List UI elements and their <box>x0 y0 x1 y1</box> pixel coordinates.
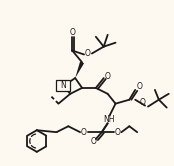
FancyBboxPatch shape <box>57 80 70 91</box>
Text: O: O <box>85 49 91 58</box>
Text: O: O <box>91 137 97 147</box>
Text: NH: NH <box>103 115 114 124</box>
Text: O: O <box>81 128 87 137</box>
Text: O: O <box>69 28 75 37</box>
Text: O: O <box>105 72 111 81</box>
Text: N: N <box>61 82 66 90</box>
Text: O: O <box>114 128 120 137</box>
Text: O: O <box>136 83 142 91</box>
Text: O: O <box>139 98 145 107</box>
Polygon shape <box>75 61 84 78</box>
